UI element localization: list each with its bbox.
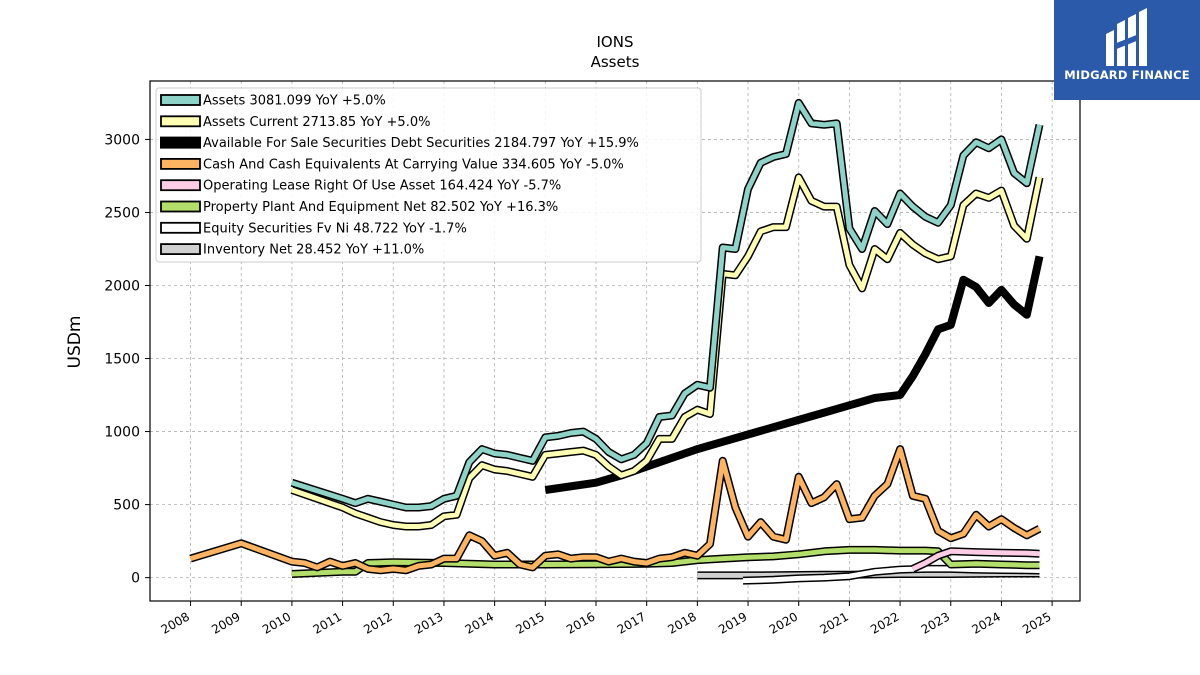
series-layer [189, 98, 1044, 585]
legend-swatch [160, 94, 201, 106]
series-line [291, 100, 1042, 510]
legend-box [155, 87, 702, 263]
legend-item: Cash And Cash Equivalents At Carrying Va… [160, 157, 624, 172]
legend-label: Equity Securities Fv Ni 48.722 YoY -1.7% [203, 221, 467, 236]
x-tick-label: 2016 [564, 609, 597, 636]
legend-label: Available For Sale Securities Debt Secur… [203, 136, 639, 151]
legend-swatch [160, 136, 201, 149]
legend-swatch [160, 243, 201, 256]
y-tick-label: 0 [131, 571, 140, 587]
y-tick-label: 2000 [104, 278, 140, 294]
legend-item: Available For Sale Securities Debt Secur… [160, 136, 639, 151]
x-tick-label: 2013 [412, 609, 445, 636]
legend-label: Cash And Cash Equivalents At Carrying Va… [203, 157, 624, 172]
plot-frame [149, 80, 1081, 602]
brand-logo: MIDGARD FINANCE [1054, 0, 1200, 100]
legend-item: Equity Securities Fv Ni 48.722 YoY -1.7% [160, 221, 467, 236]
x-tick-label: 2017 [615, 609, 648, 636]
legend: Assets 3081.099 YoY +5.0% Assets Current … [155, 87, 702, 263]
legend-swatch [160, 157, 201, 170]
legend-item: Property Plant And Equipment Net 82.502 … [160, 200, 558, 215]
series-equity-securities-fv-ni [742, 564, 1040, 585]
series-line [544, 255, 1044, 494]
series-operating-lease-right-of-use-asset [911, 547, 1040, 573]
series-cash-and-cash-equivalents-at-carrying-value [189, 445, 1042, 575]
legend-swatch [160, 179, 201, 192]
chart-subtitle: Assets [590, 53, 640, 71]
legend-swatch [160, 200, 201, 213]
legend-label: Assets Current 2713.85 YoY +5.0% [203, 115, 430, 130]
y-tick-label: 3000 [104, 132, 140, 148]
x-tick-label: 2019 [716, 609, 749, 636]
legend-label: Assets 3081.099 YoY +5.0% [203, 94, 386, 109]
x-tick-label: 2024 [969, 609, 1002, 636]
legend-label: Operating Lease Right Of Use Asset 164.4… [203, 179, 561, 194]
legend-item: Inventory Net 28.452 YoY +11.0% [160, 243, 424, 258]
legend-swatch [160, 221, 201, 234]
legend-item: Operating Lease Right Of Use Asset 164.4… [160, 179, 561, 194]
x-tick-label: 2022 [868, 609, 901, 636]
legend-swatch [160, 115, 201, 128]
midgard-logo-icon [1106, 8, 1147, 66]
x-tick-label: 2023 [919, 609, 952, 636]
legend-item: Assets Current 2713.85 YoY +5.0% [160, 115, 430, 130]
x-tick-label: 2018 [665, 609, 698, 636]
y-axis-label: USDm [65, 316, 85, 369]
x-tick-label: 2021 [817, 609, 850, 636]
x-tick-label: 2014 [463, 609, 496, 636]
y-tick-label: 1500 [104, 352, 140, 368]
x-tick-label: 2010 [260, 609, 293, 636]
series-assets-current [290, 173, 1044, 531]
x-tick-label: 2012 [361, 609, 394, 636]
x-tick-label: 2020 [767, 609, 800, 636]
series-line [911, 548, 1040, 572]
series-line [291, 174, 1042, 529]
legend-label: Inventory Net 28.452 YoY +11.0% [203, 243, 424, 258]
series-line [189, 446, 1041, 573]
series-line [742, 566, 1040, 584]
brand-logo-text: MIDGARD FINANCE [1064, 68, 1190, 82]
series-assets [290, 98, 1044, 512]
x-tick-label: 2008 [159, 609, 192, 636]
x-tick-label: 2009 [209, 609, 242, 636]
y-tick-label: 1000 [104, 425, 140, 441]
x-tick-label: 2011 [311, 609, 344, 636]
series-line [291, 547, 1040, 577]
legend-item: Assets 3081.099 YoY +5.0% [160, 94, 386, 109]
series-property-plant-and-equipment-net [291, 545, 1040, 578]
series-available-for-sale-securities-debt-securities [544, 255, 1044, 494]
x-tick-label: 2015 [513, 609, 546, 636]
chart-title: IONS [596, 33, 634, 51]
y-tick-label: 2500 [104, 205, 140, 221]
legend-label: Property Plant And Equipment Net 82.502 … [203, 200, 558, 215]
y-tick-label: 500 [113, 498, 140, 514]
x-tick-label: 2025 [1020, 609, 1053, 636]
